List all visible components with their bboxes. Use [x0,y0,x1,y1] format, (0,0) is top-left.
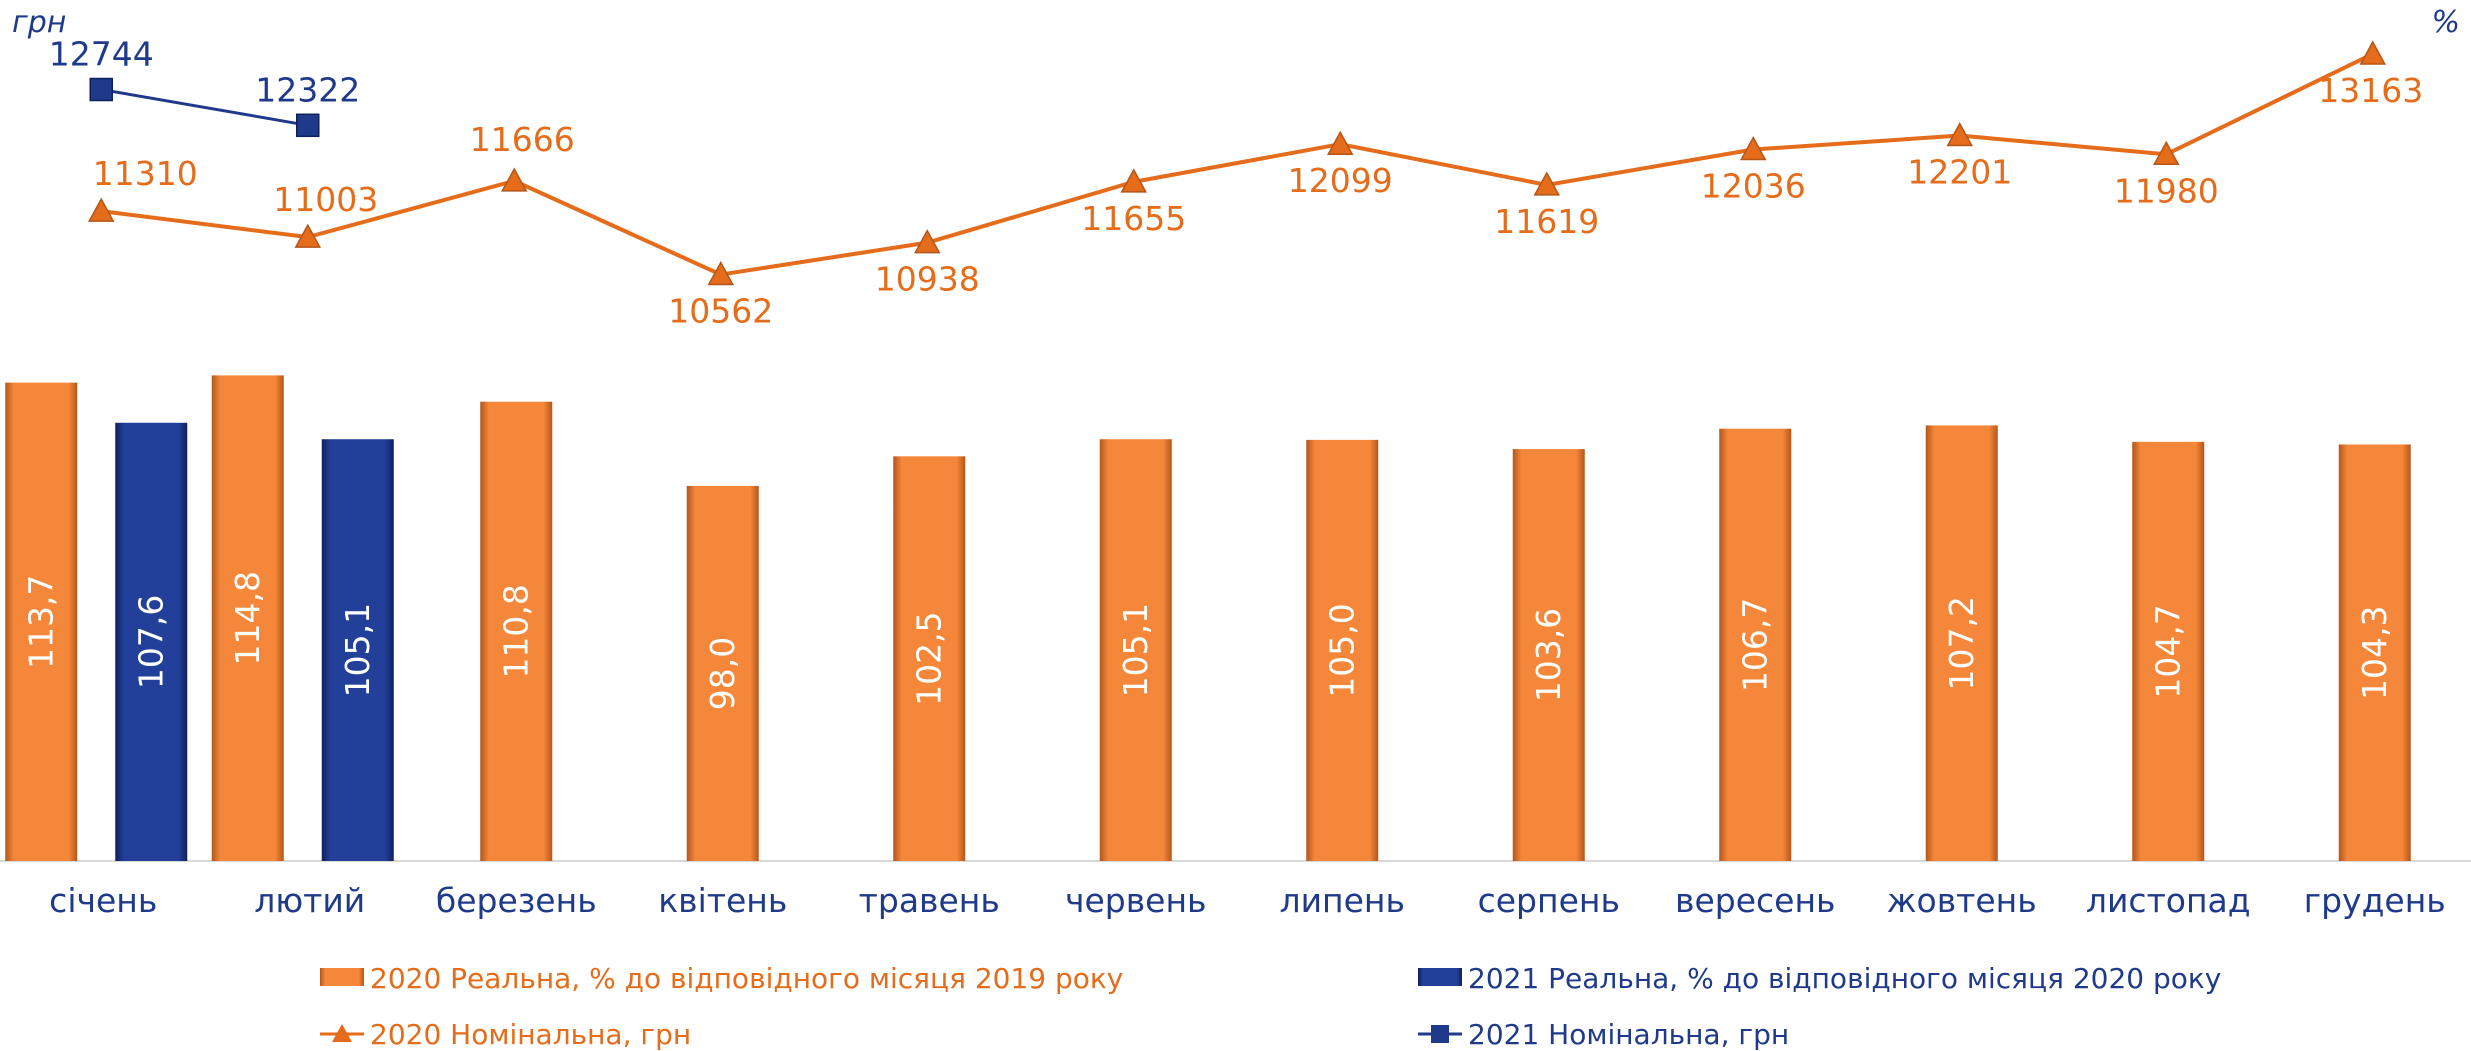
marker-2020-nominal [1120,168,1148,193]
right-axis-unit: % [2431,5,2460,40]
marker-2020-nominal [1946,121,1974,147]
legend-label-2021-nominal: 2021 Номінальна, грн [1468,1018,1789,1051]
marker-2020-nominal [87,197,115,222]
bar-2020-real [480,401,553,861]
category-label: лютий [254,881,365,920]
point-label-2020-nominal: 11310 [93,154,198,193]
point-label-2020-nominal: 13163 [2318,71,2423,110]
category-label: грудень [2304,881,2446,920]
point-label-2020-nominal: 11980 [2114,171,2219,210]
bar-label-2020-real: 106,7 [1736,598,1775,692]
marker-2020-nominal [2359,40,2387,65]
category-label: квітень [658,881,787,920]
legend-item-2020-real: 2020 Реальна, % до відповідного місяця 2… [320,962,1123,995]
marker-2021-nominal [296,113,320,138]
marker-2020-nominal [294,223,322,248]
point-label-2021-nominal: 12322 [255,70,360,109]
point-label-2021-nominal: 12744 [49,35,154,74]
bar-2020-real [1719,428,1792,861]
legend-item-2020-nominal: 2020 Номінальна, грн [320,1018,691,1051]
lines-group: 11310 11003 11666 10562 10938 11655 12099 11619… [49,35,2423,331]
bar-label-2020-real: 104,7 [2149,604,2188,698]
marker-2020-nominal [500,167,528,192]
line-2020-nominal [100,52,2374,277]
category-label: травень [859,881,1000,920]
point-label-2020-nominal: 12099 [1288,161,1393,200]
point-label-2020-nominal: 10562 [668,292,773,331]
point-label-2020-nominal: 11619 [1494,202,1599,241]
left-axis-unit: грн [12,5,66,40]
bar-2020-real [893,456,966,861]
marker-2021-nominal [89,77,113,102]
bar-label-2020-real: 113,7 [22,575,61,669]
point-label-2020-nominal: 11003 [273,180,378,219]
legend-square-marker-icon [1431,1025,1449,1043]
category-label: січень [49,881,157,920]
bar-2021-real [115,422,188,861]
marker-2020-nominal [913,229,941,254]
category-label: жовтень [1887,881,2037,920]
bar-2020-real [1306,439,1379,861]
bar-2020-real [1925,425,1998,861]
category-label: липень [1280,881,1405,920]
point-label-2020-nominal: 10938 [875,260,980,299]
legend-label-2020-real: 2020 Реальна, % до відповідного місяця 2… [370,962,1123,995]
category-label: червень [1065,881,1207,920]
legend-label-2021-real: 2021 Реальна, % до відповідного місяця 2… [1468,962,2221,995]
bar-label-2021-real: 107,6 [132,595,171,689]
legend-triangle-marker-icon [332,1024,352,1042]
bar-label-2020-real: 103,6 [1529,608,1568,702]
bar-2020-real [5,382,78,861]
legend-label-2020-nominal: 2020 Номінальна, грн [370,1018,691,1051]
bar-2020-real [1099,439,1172,861]
bar-2020-real [211,375,284,861]
bars-group: 113,7 107,6 114,8 105,1 110,8 98,0 102,5 105,1 1… [5,375,2411,861]
point-label-2020-nominal: 11655 [1081,199,1186,238]
bar-2020-real [2338,444,2411,861]
category-labels: січень лютий березень квітень травень червень… [49,881,2446,920]
marker-2020-nominal [1326,130,1354,155]
legend-swatch-blue-bar [1418,968,1462,986]
point-label-2020-nominal: 12036 [1701,167,1806,206]
bar-2020-real [686,485,759,861]
line-2021-nominal [100,88,309,127]
legend-item-2021-nominal: 2021 Номінальна, грн [1418,1018,1789,1051]
marker-2020-nominal [1533,171,1561,196]
legend-swatch-orange-bar [320,968,364,986]
category-label: листопад [2086,881,2251,920]
marker-2020-nominal [2152,140,2180,166]
marker-2020-nominal [1739,135,1767,161]
bar-label-2020-real: 102,5 [910,611,949,705]
bar-2020-real [2132,441,2205,861]
point-label-2020-nominal: 11666 [470,120,575,159]
bar-label-2020-real: 104,3 [2355,606,2394,700]
category-label: серпень [1478,881,1620,920]
legend-item-2021-real: 2021 Реальна, % до відповідного місяця 2… [1418,962,2221,995]
bar-label-2020-real: 98,0 [703,637,742,710]
marker-2020-nominal [707,260,735,286]
bar-label-2020-real: 110,8 [497,584,536,678]
bar-label-2020-real: 107,2 [1942,596,1981,690]
legend: 2020 Реальна, % до відповідного місяця 2… [320,962,2221,1051]
bar-2020-real [1512,449,1585,861]
bar-label-2020-real: 105,1 [1116,603,1155,697]
bar-2021-real [321,439,394,861]
bar-label-2020-real: 114,8 [228,571,267,665]
bar-label-2021-real: 105,1 [338,603,377,697]
point-label-2020-nominal: 12201 [1907,153,2012,192]
category-label: березень [436,881,597,920]
bar-label-2020-real: 105,0 [1323,603,1362,697]
category-label: вересень [1675,881,1835,920]
